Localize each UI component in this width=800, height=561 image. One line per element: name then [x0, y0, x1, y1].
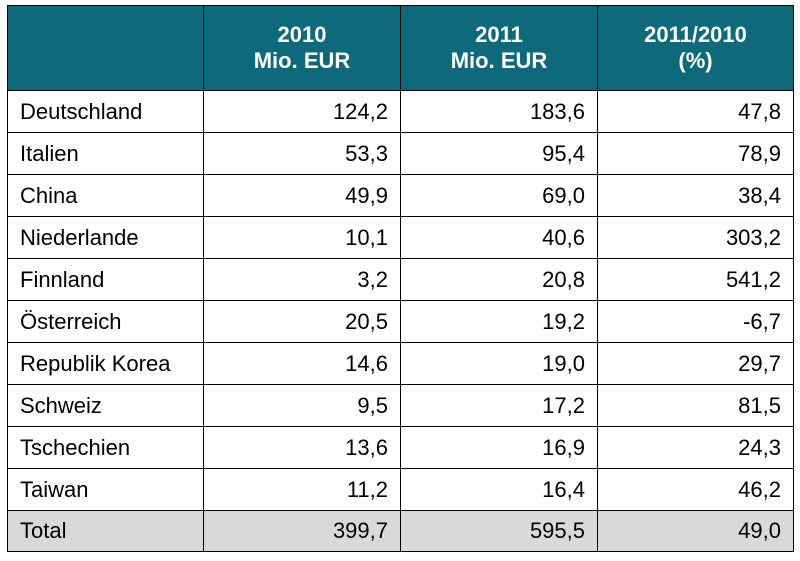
change-percent-cell: 81,5 — [597, 384, 794, 427]
change-percent-cell: 29,7 — [597, 342, 794, 385]
value-2010-cell: 14,6 — [203, 342, 401, 385]
table-row: Niederlande 10,1 40,6 303,2 — [7, 216, 794, 259]
table-row: China 49,9 69,0 38,4 — [7, 174, 794, 217]
value-2010-cell: 3,2 — [203, 258, 401, 301]
change-percent-cell: 541,2 — [597, 258, 794, 301]
header-cell-2010: 2010 Mio. EUR — [203, 5, 401, 91]
header-year-2011: 2011 — [475, 22, 523, 47]
total-value-2010-cell: 399,7 — [203, 510, 401, 552]
value-2011-cell: 19,2 — [400, 300, 598, 343]
value-2010-cell: 124,2 — [203, 90, 401, 133]
value-2011-cell: 183,6 — [400, 90, 598, 133]
header-cell-country — [7, 5, 204, 91]
country-cell: China — [7, 174, 204, 217]
country-cell: Italien — [7, 132, 204, 175]
total-country-cell: Total — [7, 510, 204, 552]
value-2011-cell: 40,6 — [400, 216, 598, 259]
table-row: Italien 53,3 95,4 78,9 — [7, 132, 794, 175]
header-unit-2011: Mio. EUR — [450, 48, 548, 73]
table-body: Deutschland 124,2 183,6 47,8 Italien 53,3 95,4… — [7, 90, 794, 552]
table-row: Tschechien 13,6 16,9 24,3 — [7, 426, 794, 469]
change-percent-cell: 38,4 — [597, 174, 794, 217]
value-2011-cell: 20,8 — [400, 258, 598, 301]
country-cell: Taiwan — [7, 468, 204, 511]
change-percent-cell: 78,9 — [597, 132, 794, 175]
country-cell: Schweiz — [7, 384, 204, 427]
value-2011-cell: 69,0 — [400, 174, 598, 217]
value-2010-cell: 10,1 — [203, 216, 401, 259]
data-table: 2010 Mio. EUR 2011 Mio. EUR 2011/2010 (%… — [7, 5, 794, 552]
value-2010-cell: 20,5 — [203, 300, 401, 343]
value-2010-cell: 53,3 — [203, 132, 401, 175]
table-row: Österreich 20,5 19,2 -6,7 — [7, 300, 794, 343]
value-2011-cell: 17,2 — [400, 384, 598, 427]
country-cell: Niederlande — [7, 216, 204, 259]
total-change-percent-cell: 49,0 — [597, 510, 794, 552]
table-row: Finnland 3,2 20,8 541,2 — [7, 258, 794, 301]
country-cell: Republik Korea — [7, 342, 204, 385]
value-2011-cell: 95,4 — [400, 132, 598, 175]
header-year-2010: 2010 — [277, 22, 327, 47]
table-row: Deutschland 124,2 183,6 47,8 — [7, 90, 794, 133]
value-2011-cell: 16,4 — [400, 468, 598, 511]
table-header: 2010 Mio. EUR 2011 Mio. EUR 2011/2010 (%… — [7, 5, 794, 91]
country-cell: Tschechien — [7, 426, 204, 469]
country-cell: Finnland — [7, 258, 204, 301]
header-row: 2010 Mio. EUR 2011 Mio. EUR 2011/2010 (%… — [7, 5, 794, 91]
data-table-container: 2010 Mio. EUR 2011 Mio. EUR 2011/2010 (%… — [7, 5, 794, 552]
value-2010-cell: 13,6 — [203, 426, 401, 469]
table-row: Taiwan 11,2 16,4 46,2 — [7, 468, 794, 511]
total-value-2011-cell: 595,5 — [400, 510, 598, 552]
value-2011-cell: 19,0 — [400, 342, 598, 385]
table-row: Republik Korea 14,6 19,0 29,7 — [7, 342, 794, 385]
header-cell-change: 2011/2010 (%) — [597, 5, 794, 91]
table-row: Schweiz 9,5 17,2 81,5 — [7, 384, 794, 427]
header-ratio: 2011/2010 — [644, 22, 747, 47]
country-cell: Österreich — [7, 300, 204, 343]
value-2010-cell: 9,5 — [203, 384, 401, 427]
value-2010-cell: 11,2 — [203, 468, 401, 511]
value-2010-cell: 49,9 — [203, 174, 401, 217]
country-cell: Deutschland — [7, 90, 204, 133]
change-percent-cell: 24,3 — [597, 426, 794, 469]
header-percent-unit: (%) — [678, 48, 713, 73]
change-percent-cell: -6,7 — [597, 300, 794, 343]
header-unit-2010: Mio. EUR — [253, 48, 351, 73]
change-percent-cell: 47,8 — [597, 90, 794, 133]
header-cell-2011: 2011 Mio. EUR — [400, 5, 598, 91]
change-percent-cell: 46,2 — [597, 468, 794, 511]
value-2011-cell: 16,9 — [400, 426, 598, 469]
total-row: Total 399,7 595,5 49,0 — [7, 510, 794, 552]
change-percent-cell: 303,2 — [597, 216, 794, 259]
